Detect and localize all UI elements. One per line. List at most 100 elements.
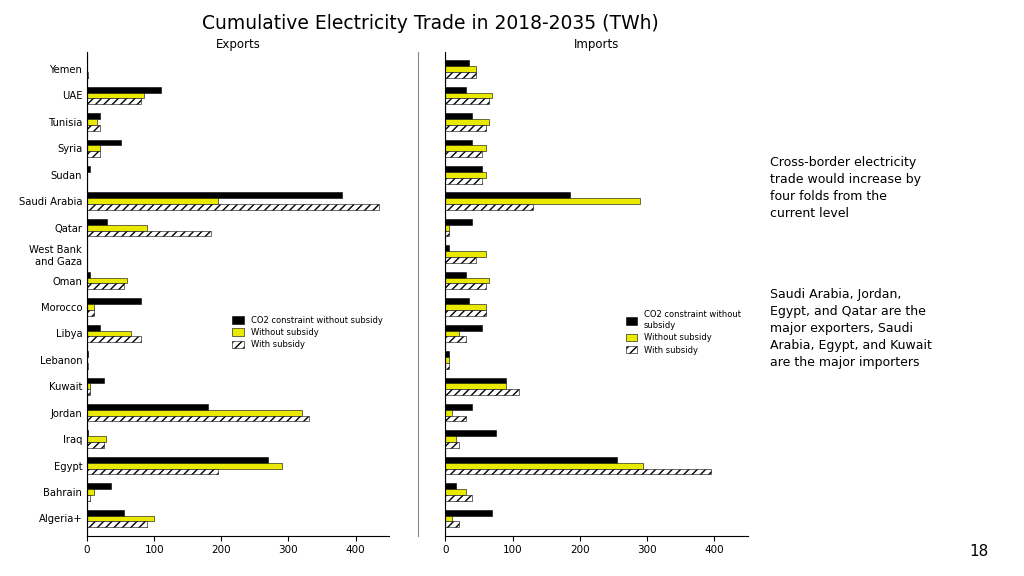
Bar [445,251,485,257]
Bar [445,442,459,448]
Bar [445,336,466,342]
Bar [87,489,94,495]
Bar [445,98,489,104]
Bar [87,389,90,395]
Bar [445,125,485,131]
Bar [445,436,456,442]
Bar [87,225,147,230]
Bar [445,304,485,310]
Bar [87,336,140,342]
Bar [445,483,456,489]
Bar [87,430,88,436]
Bar [87,230,211,236]
Bar [445,410,453,416]
Bar [445,219,472,225]
Bar [87,113,100,119]
Bar [445,378,506,384]
Bar [445,87,466,93]
Bar [445,272,466,278]
Bar [445,298,469,304]
Bar [445,278,489,283]
Bar [87,93,144,98]
Bar [445,489,466,495]
Bar [445,198,640,204]
Bar [445,139,472,145]
Bar [445,177,482,184]
Bar [87,87,161,93]
Bar [445,325,482,331]
Bar [87,463,282,468]
Legend: CO2 constraint without subsidy, Without subsidy, With subsidy: CO2 constraint without subsidy, Without … [229,313,385,352]
Text: Cumulative Electricity Trade in 2018-2035 (TWh): Cumulative Electricity Trade in 2018-203… [202,14,658,33]
Bar [445,204,532,210]
Bar [445,404,472,410]
Bar [445,225,449,230]
Bar [87,151,100,157]
Bar [445,430,496,436]
Bar [87,72,88,78]
Bar [87,510,124,516]
Bar [445,151,482,157]
Bar [445,457,616,463]
Bar [445,60,469,66]
Bar [87,198,218,204]
Bar [87,125,100,131]
Bar [87,219,108,225]
Title: Exports: Exports [216,37,260,51]
Bar [87,139,121,145]
Bar [445,463,643,468]
Bar [87,436,105,442]
Bar [87,272,90,278]
Legend: CO2 constraint without
subsidy, Without subsidy, With subsidy: CO2 constraint without subsidy, Without … [623,308,743,357]
Bar [87,416,308,422]
Bar [445,310,485,316]
Bar [87,468,218,475]
Bar [445,384,506,389]
Bar [445,192,569,198]
Bar [445,363,449,369]
Bar [87,483,111,489]
Bar [445,521,459,527]
Bar [87,521,147,527]
Bar [445,468,711,475]
Text: Cross-border electricity
trade would increase by
four folds from the
current lev: Cross-border electricity trade would inc… [770,156,921,219]
Bar [87,351,88,357]
Bar [445,230,449,236]
Bar [445,66,475,72]
Bar [87,98,140,104]
Bar [445,172,485,177]
Bar [87,495,90,501]
Bar [87,516,155,521]
Bar [87,457,268,463]
Bar [87,442,103,448]
Bar [87,310,94,316]
Bar [87,278,127,283]
Bar [87,325,100,331]
Bar [445,516,453,521]
Bar [445,113,472,119]
Bar [445,357,449,363]
Bar [87,204,379,210]
Bar [87,404,208,410]
Bar [87,145,100,151]
Bar [87,298,140,304]
Bar [87,384,90,389]
Bar [445,245,449,251]
Bar [87,283,124,289]
Bar [87,378,103,384]
Bar [445,257,475,263]
Bar [87,363,88,369]
Bar [87,331,131,336]
Text: 18: 18 [969,544,988,559]
Bar [87,304,94,310]
Bar [445,416,466,422]
Bar [87,119,97,125]
Text: Saudi Arabia, Jordan,
Egypt, and Qatar are the
major exporters, Saudi
Arabia, Eg: Saudi Arabia, Jordan, Egypt, and Qatar a… [770,288,932,369]
Bar [87,410,302,416]
Bar [445,145,485,151]
Bar [445,389,519,395]
Bar [445,510,493,516]
Bar [445,331,459,336]
Bar [445,166,482,172]
Title: Imports: Imports [573,37,620,51]
